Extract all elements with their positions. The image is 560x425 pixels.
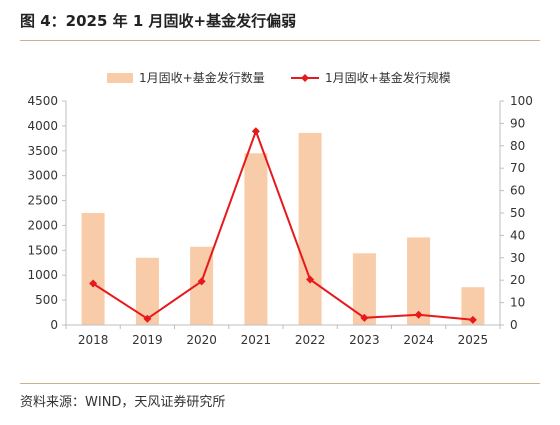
bar-2022	[298, 132, 322, 325]
y-right-tick-label: 10	[510, 296, 525, 310]
line-path	[92, 128, 473, 321]
bar-series	[81, 132, 485, 325]
y-right-tick-label: 20	[510, 273, 525, 287]
bar-2025	[461, 287, 485, 325]
x-tick-label-2022: 2022	[295, 333, 326, 347]
bar-2018	[81, 213, 105, 325]
line-point-2021	[251, 127, 260, 136]
legend-bar-swatch	[107, 73, 133, 83]
y-left-tick-label: 0	[50, 318, 58, 332]
axes: 0 500 1000 1500 2000 2500 3000 3500 4000 4500 0 10 2…	[27, 94, 532, 347]
x-tick-label-2023: 2023	[349, 333, 380, 347]
x-tick-label-2020: 2020	[186, 333, 217, 347]
line-point-2022	[306, 275, 315, 284]
line-point-2024	[414, 310, 423, 319]
legend-bar-label: 1月固收+基金发行数量	[139, 70, 265, 85]
y-left-tick-label: 1500	[27, 243, 58, 257]
x-tick-label-2024: 2024	[403, 333, 434, 347]
line-point-2020	[197, 277, 206, 286]
title-divider	[20, 40, 540, 41]
bar-2024	[407, 237, 431, 325]
y-right-tick-label: 80	[510, 139, 525, 153]
bar-2023	[352, 253, 376, 325]
y-right-tick-label: 0	[510, 318, 518, 332]
bar-2019	[135, 257, 159, 325]
source-divider	[20, 383, 540, 384]
x-tick-label-2021: 2021	[241, 333, 272, 347]
line-point-2019	[143, 314, 152, 323]
y-right-tick-label: 30	[510, 251, 525, 265]
y-left-tick-label: 500	[35, 293, 58, 307]
y-left-tick-label: 3000	[27, 169, 58, 183]
legend-line-marker	[301, 74, 309, 82]
y-right-tick-label: 70	[510, 161, 525, 175]
source-note: 资料来源：WIND，天风证券研究所	[20, 395, 226, 410]
legend-line-label: 1月固收+基金发行规模	[325, 70, 451, 85]
y-right-tick-label: 90	[510, 116, 525, 130]
line-point-2025	[468, 315, 477, 324]
y-right-tick-label: 50	[510, 206, 525, 220]
y-right-tick-label: 60	[510, 184, 525, 198]
y-left-tick-label: 2500	[27, 194, 58, 208]
x-tick-label-2019: 2019	[132, 333, 163, 347]
figure-title: 图 4：2025 年 1 月固收+基金发行偏弱	[20, 12, 297, 30]
y-left-tick-label: 3500	[27, 144, 58, 158]
line-series	[89, 127, 477, 324]
legend: 1月固收+基金发行数量 1月固收+基金发行规模	[107, 70, 451, 85]
y-right-tick-label: 100	[510, 94, 533, 108]
y-left-tick-label: 2000	[27, 218, 58, 232]
line-point-2018	[89, 279, 98, 288]
y-left-tick-label: 4500	[27, 94, 58, 108]
x-tick-label-2025: 2025	[458, 333, 489, 347]
line-point-2023	[360, 313, 369, 322]
y-left-tick-label: 1000	[27, 268, 58, 282]
y-left-tick-label: 4000	[27, 119, 58, 133]
bar-2021	[244, 153, 268, 325]
y-right-tick-label: 40	[510, 228, 525, 242]
x-tick-label-2018: 2018	[78, 333, 109, 347]
